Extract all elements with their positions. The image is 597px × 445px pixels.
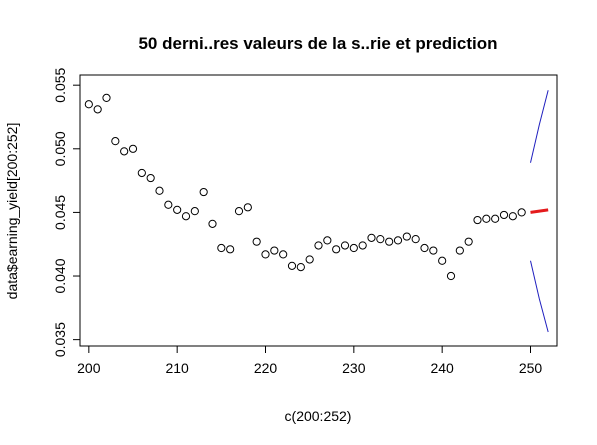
data-point — [93, 105, 102, 114]
x-tick-label: 210 — [165, 360, 189, 376]
data-point — [385, 237, 394, 246]
data-point — [279, 250, 288, 259]
data-point — [446, 271, 456, 281]
data-point — [234, 207, 244, 216]
x-tick-label: 220 — [254, 360, 278, 376]
data-point — [208, 219, 217, 228]
data-point — [420, 243, 429, 253]
data-point — [323, 236, 332, 245]
y-tick-label: 0.050 — [52, 131, 68, 166]
data-point — [305, 255, 314, 264]
data-point — [128, 144, 138, 153]
data-point — [164, 200, 173, 209]
y-axis: 0.035 0.040 0.045 0.050 0.055 — [52, 67, 81, 357]
x-tick-label: 240 — [430, 360, 454, 376]
data-point — [332, 245, 341, 254]
data-point — [243, 203, 252, 212]
data-point — [491, 214, 500, 223]
x-tick-label: 250 — [519, 360, 543, 376]
data-point — [181, 212, 191, 221]
data-point — [190, 207, 199, 216]
data-point — [393, 236, 403, 245]
data-point — [402, 232, 411, 241]
data-point — [252, 237, 261, 246]
y-tick-label: 0.045 — [52, 195, 68, 230]
data-point — [287, 261, 297, 270]
data-point — [102, 93, 111, 103]
data-point — [367, 233, 376, 242]
plot-frame — [79, 74, 558, 347]
data-point — [411, 235, 420, 244]
data-point — [508, 212, 517, 221]
data-point — [84, 100, 93, 109]
data-point — [120, 147, 129, 156]
data-point — [261, 250, 270, 259]
x-tick-label: 230 — [342, 360, 366, 376]
y-tick-label: 0.055 — [52, 67, 68, 102]
data-point — [217, 243, 226, 253]
data-point — [199, 187, 208, 197]
data-point — [270, 246, 279, 255]
data-point — [517, 208, 526, 217]
data-point — [146, 173, 155, 183]
data-point — [226, 245, 235, 254]
series-line-1 — [530, 208, 549, 214]
chart-title: 50 derni..res valeurs de la s..rie et pr… — [138, 34, 497, 53]
data-point — [499, 210, 509, 220]
data-point — [155, 186, 164, 195]
series-line-3 — [530, 260, 549, 333]
y-tick-label: 0.040 — [52, 258, 68, 293]
data-point — [314, 241, 323, 250]
x-tick-label: 200 — [77, 360, 101, 376]
data-point — [438, 256, 447, 265]
series-line-2 — [530, 90, 549, 163]
x-axis-label: c(200:252) — [285, 408, 352, 424]
data-point — [464, 237, 473, 246]
data-point — [482, 214, 491, 223]
x-axis: 200 210 220 230 240 250 — [77, 345, 543, 376]
plot-marks — [84, 90, 549, 333]
data-point — [296, 263, 305, 272]
data-point — [340, 241, 350, 250]
data-point — [349, 243, 358, 253]
data-point — [473, 215, 482, 225]
data-point — [137, 168, 146, 178]
data-point — [376, 235, 385, 244]
y-tick-label: 0.035 — [52, 322, 68, 357]
data-point — [429, 246, 438, 255]
data-point — [173, 205, 182, 214]
y-axis-label: data$earning_yield[200:252] — [4, 123, 20, 300]
data-point — [111, 137, 120, 146]
data-point — [455, 246, 464, 255]
data-point — [358, 241, 367, 250]
